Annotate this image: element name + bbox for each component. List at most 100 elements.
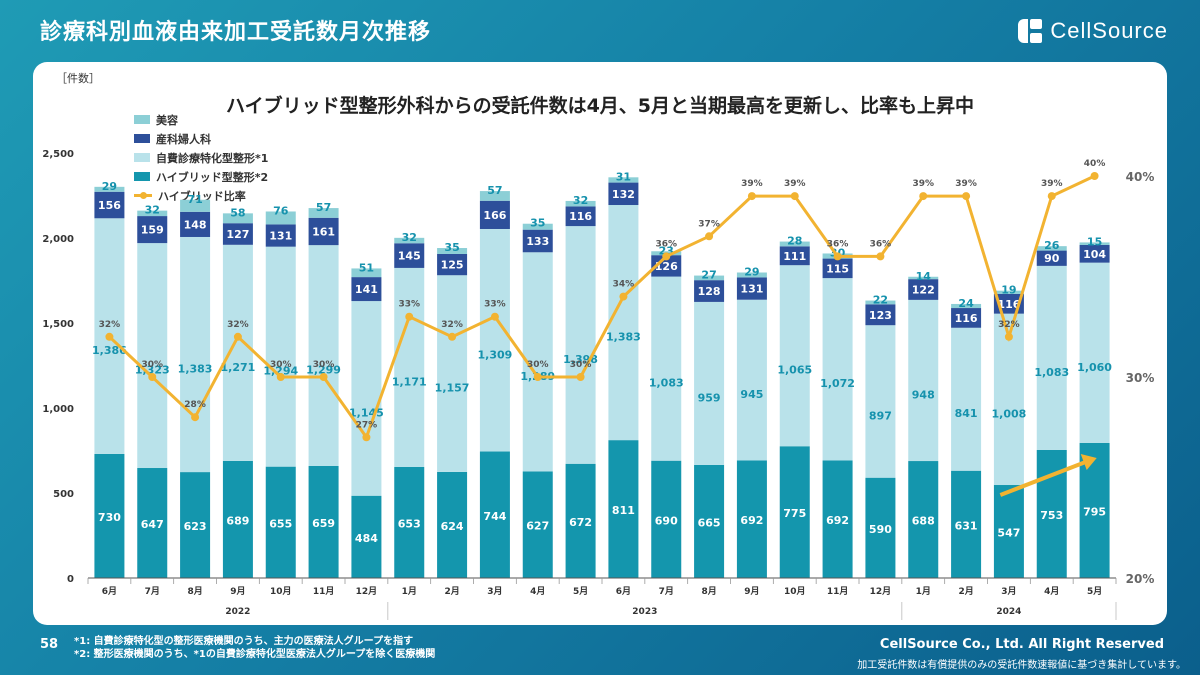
- data-label: 653: [398, 517, 421, 530]
- data-label: 71: [187, 193, 202, 206]
- data-label: 156: [98, 199, 121, 212]
- ratio-label: 32%: [227, 320, 249, 330]
- data-label: 26: [1044, 239, 1060, 252]
- ratio-point: [919, 192, 928, 201]
- bar-segment: [779, 246, 810, 266]
- ratio-label: 36%: [827, 239, 849, 249]
- ratio-point: [533, 373, 542, 381]
- legend-label: 美容: [156, 113, 178, 127]
- bar-segment: [608, 205, 639, 441]
- legend-label: ハイブリッド型整形*2: [156, 170, 269, 184]
- data-label: 1,072: [820, 377, 855, 390]
- x-tick-label: 2月: [958, 586, 973, 597]
- bar-segment: [522, 471, 553, 578]
- data-label: 590: [869, 523, 892, 536]
- ratio-label: 34%: [613, 280, 635, 290]
- ratio-point: [962, 192, 971, 201]
- data-label: 132: [612, 188, 635, 201]
- data-label: 22: [873, 294, 888, 307]
- x-tick-label: 10月: [270, 586, 292, 597]
- ratio-label: 40%: [1084, 159, 1106, 169]
- data-label: 1,271: [221, 361, 256, 374]
- ratio-point: [490, 312, 499, 321]
- bar-segment: [1036, 265, 1067, 450]
- x-tick-label: 10月: [784, 586, 806, 597]
- bar-segment: [651, 460, 682, 578]
- y2-tick-label: 30%: [1126, 371, 1155, 385]
- data-label: 959: [698, 391, 721, 404]
- bar-segment: [736, 299, 767, 461]
- data-label: 131: [740, 283, 763, 296]
- bar-segment: [94, 453, 125, 578]
- ratio-point: [833, 252, 842, 261]
- x-tick-label: 9月: [230, 586, 245, 597]
- data-label: 148: [184, 218, 207, 231]
- legend-label: 産科婦人科: [156, 132, 211, 146]
- bar-segment: [1079, 442, 1110, 578]
- data-label: 159: [141, 224, 164, 237]
- data-label: 811: [612, 504, 635, 517]
- data-label: 1,171: [392, 375, 427, 388]
- data-label: 122: [912, 284, 935, 297]
- bar-segment: [694, 301, 725, 465]
- copyright: CellSource Co., Ltd. All Right Reserved: [879, 637, 1164, 652]
- ratio-label: 30%: [527, 360, 549, 370]
- trend-arrow-shaft: [999, 458, 1092, 497]
- brand-logo: CellSource: [1018, 18, 1168, 44]
- data-label: 131: [269, 230, 292, 243]
- bar-segment: [822, 460, 853, 578]
- ratio-point: [405, 312, 414, 321]
- y-tick-label: 1,500: [42, 319, 74, 330]
- bar-segment: [265, 466, 296, 578]
- ratio-label: 27%: [356, 420, 378, 430]
- bar-segment: [1036, 250, 1067, 266]
- cellsource-logo-icon: [1018, 19, 1043, 43]
- data-label: 104: [1083, 248, 1106, 261]
- data-label: 1,083: [1034, 366, 1069, 379]
- y-axis-unit-label: ［件数］: [56, 72, 100, 85]
- bar-segment: [479, 228, 510, 452]
- data-label: 945: [740, 388, 763, 401]
- y-tick-label: 500: [53, 489, 74, 500]
- year-label: 2024: [996, 607, 1021, 617]
- x-tick-label: 12月: [870, 586, 892, 597]
- data-label: 1,065: [777, 364, 812, 377]
- bar-segment: [437, 275, 468, 472]
- bar-segment: [951, 470, 982, 578]
- data-label: 795: [1083, 505, 1106, 518]
- data-label: 1,008: [992, 407, 1027, 420]
- data-label: 665: [698, 516, 721, 529]
- bar-segment: [993, 313, 1024, 486]
- y-tick-label: 2,500: [42, 149, 74, 160]
- bar-segment: [651, 255, 682, 277]
- bar-segment: [394, 237, 425, 244]
- legend-item-beauty: 美容: [134, 110, 268, 129]
- ratio-point: [233, 332, 242, 341]
- bar-segment: [265, 224, 296, 247]
- bar-segment: [94, 191, 125, 219]
- x-tick-label: 7月: [659, 586, 674, 597]
- data-label: 1,383: [606, 331, 641, 344]
- year-label: 2023: [632, 607, 657, 617]
- y2-tick-label: 20%: [1126, 572, 1155, 586]
- data-label: 111: [783, 250, 806, 263]
- bar-segment: [522, 229, 553, 253]
- ratio-point: [448, 332, 457, 341]
- bar-segment: [908, 279, 939, 300]
- bar-segment: [308, 217, 339, 246]
- ratio-point: [105, 332, 114, 341]
- bar-segment: [736, 272, 767, 278]
- data-label: 14: [916, 270, 932, 283]
- data-label: 730: [98, 511, 121, 524]
- data-label: 15: [1087, 235, 1102, 248]
- x-tick-label: 4月: [1044, 586, 1059, 597]
- bar-segment: [222, 460, 253, 578]
- x-tick-label: 7月: [145, 586, 160, 597]
- data-label: 127: [226, 228, 249, 241]
- ratio-line: [108, 174, 1096, 441]
- x-tick-label: 11月: [313, 586, 335, 597]
- data-label: 32: [145, 204, 160, 217]
- bar-segment: [1079, 244, 1110, 263]
- legend-swatch-obgyn: [134, 134, 150, 143]
- ratio-point: [1004, 332, 1013, 341]
